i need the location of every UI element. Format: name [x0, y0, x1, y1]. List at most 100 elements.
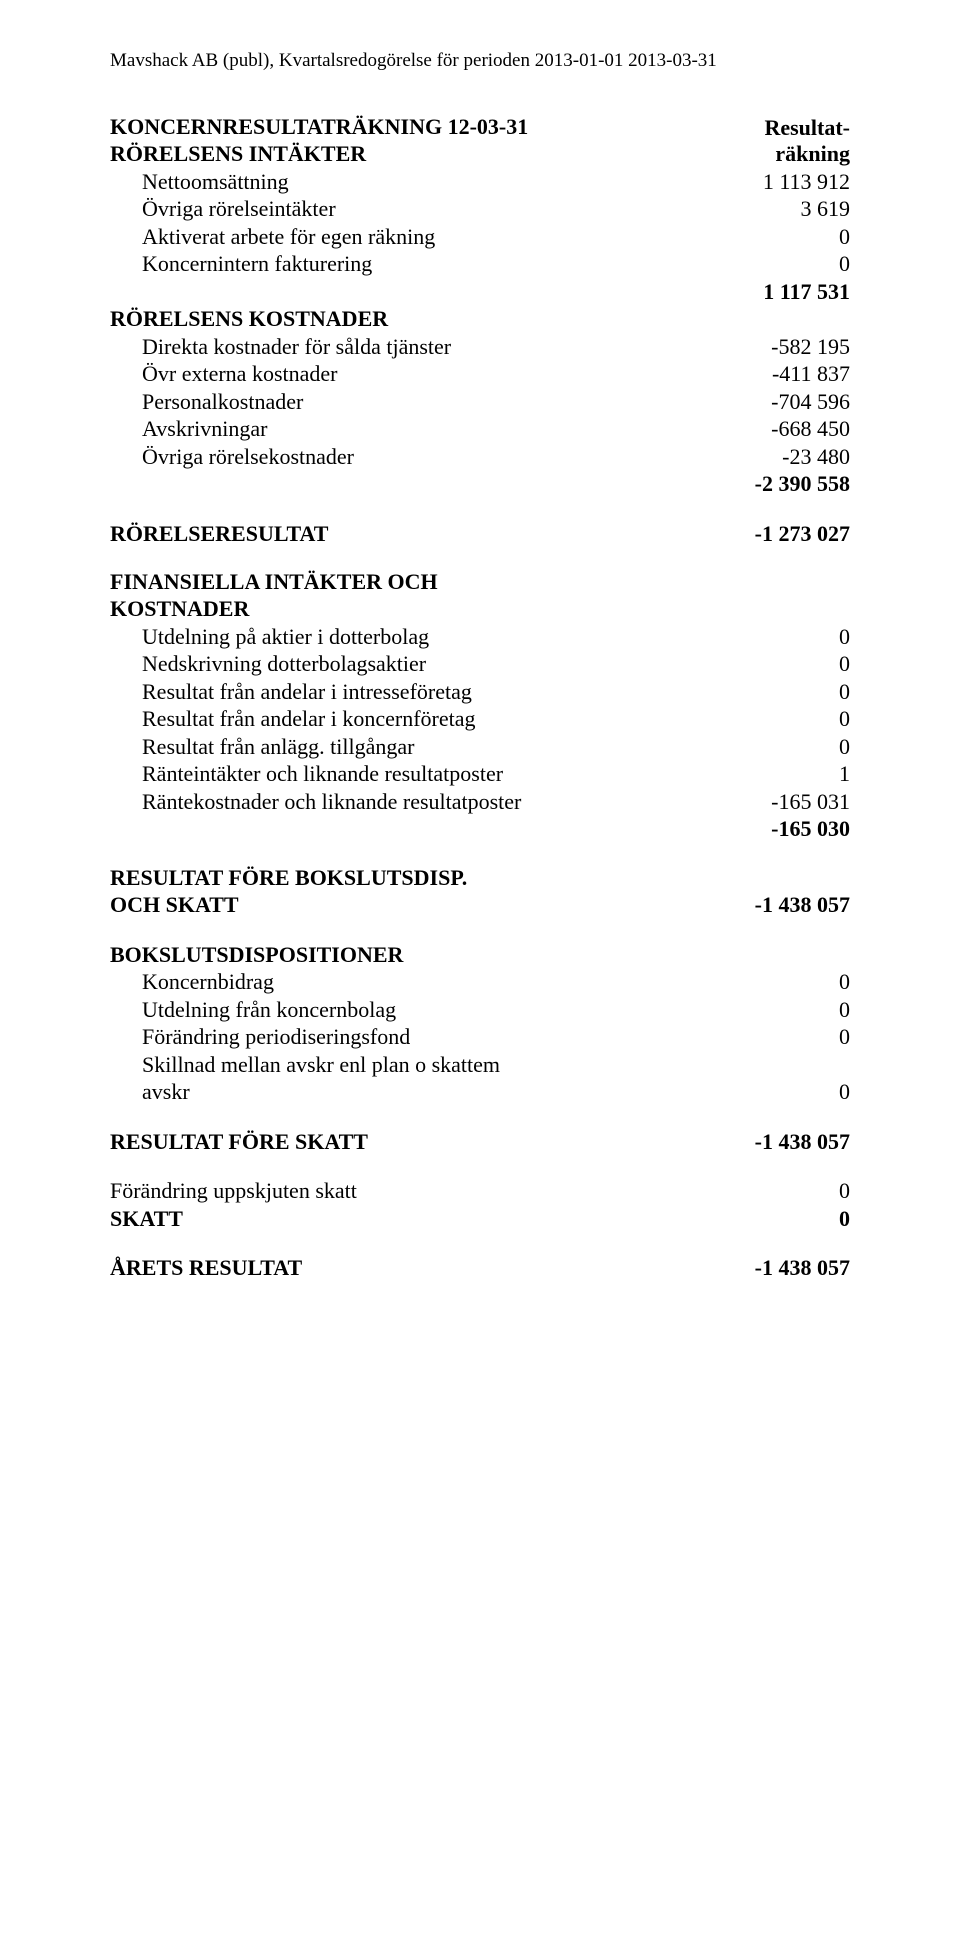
finansiella-item-value: 0	[819, 623, 850, 651]
column-header-resultatrakning: Resultat-	[764, 115, 850, 140]
finansiella-item-label: Nedskrivning dotterbolagsaktier	[110, 650, 819, 678]
finansiella-item-row: Räntekostnader och liknande resultatpost…	[110, 788, 850, 816]
intakter-item-label: Övriga rörelseintäkter	[110, 195, 781, 223]
kostnader-heading: RÖRELSENS KOSTNADER	[110, 305, 830, 333]
finansiella-item-row: Nedskrivning dotterbolagsaktier0	[110, 650, 850, 678]
fore-bokslut-heading2-row: OCH SKATT -1 438 057	[110, 891, 850, 919]
bokslut-item-value	[830, 1051, 850, 1079]
finansiella-heading2: KOSTNADER	[110, 595, 830, 623]
rorelseresultat-label: RÖRELSERESULTAT	[110, 520, 735, 548]
bokslut-item-row: avskr0	[110, 1078, 850, 1106]
finansiella-item-row: Ränteintäkter och liknande resultatposte…	[110, 760, 850, 788]
bokslut-item-label: avskr	[110, 1078, 819, 1106]
finansiella-item-label: Resultat från andelar i intresseföretag	[110, 678, 819, 706]
title-row: KONCERNRESULTATRÄKNING 12-03-31 Resultat…	[110, 114, 850, 140]
intakter-item-row: Aktiverat arbete för egen räkning0	[110, 223, 850, 251]
kostnader-item-label: Direkta kostnader för sålda tjänster	[110, 333, 751, 361]
kostnader-item-label: Övriga rörelsekostnader	[110, 443, 762, 471]
skatt-value: 0	[819, 1205, 850, 1233]
fore-bokslut-heading1-row: RESULTAT FÖRE BOKSLUTSDISP.	[110, 865, 850, 891]
bokslut-item-label: Utdelning från koncernbolag	[110, 996, 819, 1024]
document-header: Mavshack AB (publ), Kvartalsredogörelse …	[110, 50, 850, 72]
bokslut-item-label: Skillnad mellan avskr enl plan o skattem	[110, 1051, 830, 1079]
bokslut-item-row: Utdelning från koncernbolag0	[110, 996, 850, 1024]
fore-bokslut-heading1: RESULTAT FÖRE BOKSLUTSDISP.	[110, 865, 830, 891]
kostnader-item-label: Avskrivningar	[110, 415, 751, 443]
finansiella-subtotal-row: -165 030	[110, 815, 850, 843]
bokslut-heading: BOKSLUTSDISPOSITIONER	[110, 941, 830, 969]
fore-bokslut-heading2: OCH SKATT	[110, 891, 735, 919]
rorelseresultat-value: -1 273 027	[735, 520, 850, 548]
bokslut-item-value: 0	[819, 996, 850, 1024]
col-header-top: Resultat-	[764, 115, 850, 140]
kostnader-item-value: -582 195	[751, 333, 850, 361]
skatt-label: Förändring uppskjuten skatt	[110, 1177, 819, 1205]
finansiella-item-label: Räntekostnader och liknande resultatpost…	[110, 788, 751, 816]
kostnader-item-value: -23 480	[762, 443, 850, 471]
kostnader-item-row: Övr externa kostnader-411 837	[110, 360, 850, 388]
kostnader-item-row: Avskrivningar-668 450	[110, 415, 850, 443]
bokslut-item-row: Koncernbidrag0	[110, 968, 850, 996]
skatt-label: SKATT	[110, 1205, 819, 1233]
finansiella-item-row: Resultat från andelar i intresseföretag0	[110, 678, 850, 706]
finansiella-heading1-row: FINANSIELLA INTÄKTER OCH	[110, 569, 850, 595]
intakter-subtotal: 1 117 531	[743, 278, 850, 306]
kostnader-heading-row: RÖRELSENS KOSTNADER	[110, 305, 850, 333]
fore-skatt-value: -1 438 057	[735, 1128, 850, 1156]
finansiella-item-value: 0	[819, 705, 850, 733]
arets-resultat-label: ÅRETS RESULTAT	[110, 1254, 735, 1282]
kostnader-item-value: -668 450	[751, 415, 850, 443]
fore-skatt-row: RESULTAT FÖRE SKATT -1 438 057	[110, 1128, 850, 1156]
bokslut-item-value: 0	[819, 1078, 850, 1106]
kostnader-item-label: Personalkostnader	[110, 388, 751, 416]
kostnader-item-label: Övr externa kostnader	[110, 360, 752, 388]
skatt-row: SKATT0	[110, 1205, 850, 1233]
finansiella-subtotal: -165 030	[751, 815, 850, 843]
finansiella-item-label: Utdelning på aktier i dotterbolag	[110, 623, 819, 651]
kostnader-subtotal: -2 390 558	[735, 470, 850, 498]
bokslut-item-label: Koncernbidrag	[110, 968, 819, 996]
finansiella-item-row: Resultat från anlägg. tillgångar0	[110, 733, 850, 761]
finansiella-item-value: 0	[819, 678, 850, 706]
arets-resultat-value: -1 438 057	[735, 1254, 850, 1282]
finansiella-item-label: Ränteintäkter och liknande resultatposte…	[110, 760, 819, 788]
intakter-item-value: 3 619	[781, 195, 851, 223]
finansiella-item-value: 1	[819, 760, 850, 788]
rorelseresultat-row: RÖRELSERESULTAT -1 273 027	[110, 520, 850, 548]
finansiella-item-value: -165 031	[751, 788, 850, 816]
arets-resultat-row: ÅRETS RESULTAT -1 438 057	[110, 1254, 850, 1282]
intakter-item-row: Övriga rörelseintäkter3 619	[110, 195, 850, 223]
finansiella-item-label: Resultat från andelar i koncernföretag	[110, 705, 819, 733]
kostnader-item-row: Personalkostnader-704 596	[110, 388, 850, 416]
bokslut-item-row: Skillnad mellan avskr enl plan o skattem	[110, 1051, 850, 1079]
col-header-bottom: räkning	[755, 140, 850, 168]
intakter-item-row: Koncernintern fakturering0	[110, 250, 850, 278]
kostnader-item-row: Övriga rörelsekostnader-23 480	[110, 443, 850, 471]
fore-bokslut-value: -1 438 057	[735, 891, 850, 919]
main-title: KONCERNRESULTATRÄKNING 12-03-31	[110, 114, 528, 140]
intakter-item-value: 0	[819, 223, 850, 251]
bokslut-item-row: Förändring periodiseringsfond0	[110, 1023, 850, 1051]
intakter-heading: RÖRELSENS INTÄKTER	[110, 140, 755, 168]
intakter-heading-row: RÖRELSENS INTÄKTER räkning	[110, 140, 850, 168]
fore-skatt-label: RESULTAT FÖRE SKATT	[110, 1128, 735, 1156]
finansiella-item-row: Resultat från andelar i koncernföretag0	[110, 705, 850, 733]
finansiella-heading2-row: KOSTNADER	[110, 595, 850, 623]
bokslut-item-value: 0	[819, 1023, 850, 1051]
intakter-item-label: Nettoomsättning	[110, 168, 743, 196]
intakter-subtotal-row: 1 117 531	[110, 278, 850, 306]
kostnader-subtotal-row: -2 390 558	[110, 470, 850, 498]
kostnader-item-value: -411 837	[752, 360, 850, 388]
bokslut-item-label: Förändring periodiseringsfond	[110, 1023, 819, 1051]
intakter-item-label: Koncernintern fakturering	[110, 250, 819, 278]
skatt-row: Förändring uppskjuten skatt0	[110, 1177, 850, 1205]
bokslut-item-value: 0	[819, 968, 850, 996]
bokslut-heading-row: BOKSLUTSDISPOSITIONER	[110, 941, 850, 969]
finansiella-item-value: 0	[819, 650, 850, 678]
intakter-item-row: Nettoomsättning1 113 912	[110, 168, 850, 196]
finansiella-heading1: FINANSIELLA INTÄKTER OCH	[110, 569, 830, 595]
kostnader-item-row: Direkta kostnader för sålda tjänster-582…	[110, 333, 850, 361]
document-page: Mavshack AB (publ), Kvartalsredogörelse …	[0, 0, 960, 1342]
intakter-item-label: Aktiverat arbete för egen räkning	[110, 223, 819, 251]
intakter-item-value: 0	[819, 250, 850, 278]
